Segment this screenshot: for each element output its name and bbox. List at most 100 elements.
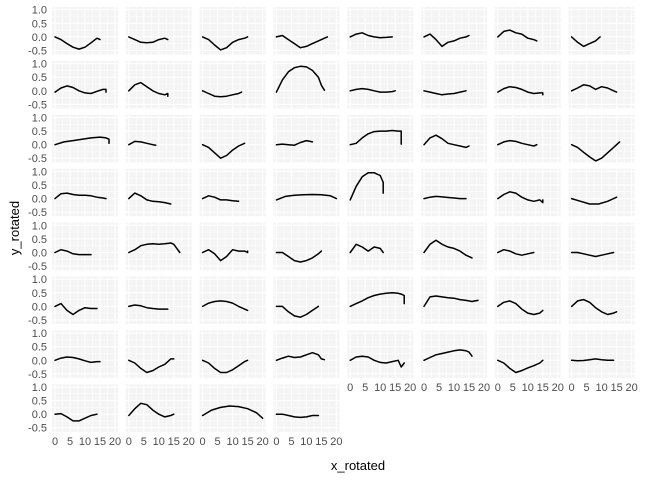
- facet-panel: [421, 276, 487, 324]
- facet-panel: [347, 168, 414, 217]
- facet-panel: [568, 222, 635, 271]
- facet-panel: [199, 60, 266, 109]
- facet-panel: [421, 222, 487, 271]
- y-tick-label: 1.0: [32, 5, 47, 17]
- x-tick-label: 5: [288, 436, 294, 448]
- y-tick-label: 0.5: [32, 180, 47, 192]
- series-line: [275, 34, 329, 49]
- x-tick-label: 10: [522, 382, 534, 394]
- series-line: [570, 84, 618, 93]
- facet-panel: [347, 222, 414, 271]
- x-tick-label: 20: [552, 382, 564, 394]
- facet-panel: [273, 7, 340, 55]
- x-tick-label: 5: [67, 436, 73, 448]
- x-tick-label: 5: [362, 382, 368, 394]
- x-tick-label: 10: [448, 382, 460, 394]
- series-line: [275, 351, 326, 362]
- y-tick-label: 0.5: [32, 396, 47, 408]
- series-line: [570, 36, 601, 48]
- facet-panel: [494, 222, 561, 271]
- facet-panel: [273, 276, 340, 324]
- facet-panel: [273, 222, 340, 271]
- x-tick-label: 15: [315, 436, 327, 448]
- series-line: [423, 33, 470, 48]
- series-line: [201, 142, 246, 159]
- x-tick-label: 15: [463, 382, 475, 394]
- facet-panel: [494, 276, 561, 324]
- facet-panel: [199, 276, 266, 324]
- series-line: [275, 305, 320, 318]
- y-tick-label: 0.0: [32, 409, 47, 421]
- series-line: [349, 129, 402, 146]
- facet-panel: [347, 330, 414, 378]
- series-line: [349, 355, 405, 368]
- x-tick-label: 15: [610, 382, 622, 394]
- facet-panel: [199, 222, 266, 271]
- series-line: [349, 172, 384, 201]
- facet-panel: [273, 384, 340, 432]
- facet-panel: [347, 114, 414, 163]
- x-tick-label: 0: [273, 436, 279, 448]
- x-tick-label: 10: [79, 436, 91, 448]
- y-tick-label: 0.0: [32, 301, 47, 313]
- series-line: [128, 358, 175, 374]
- y-tick-label: 0.0: [32, 194, 47, 206]
- series-line: [128, 304, 169, 310]
- series-line: [497, 359, 544, 374]
- series-line: [423, 295, 479, 308]
- series-line: [128, 242, 181, 254]
- x-tick-label: 5: [584, 382, 590, 394]
- x-tick-label: 15: [94, 436, 106, 448]
- y-tick-label: 0.0: [32, 86, 47, 98]
- y-tick-label: 1.0: [32, 166, 47, 178]
- x-tick-label: 10: [226, 436, 238, 448]
- x-tick-label: 20: [330, 436, 342, 448]
- y-tick-label: 1.0: [32, 220, 47, 232]
- x-tick-label: 20: [625, 382, 637, 394]
- y-tick-label: -0.5: [28, 369, 47, 381]
- x-tick-label: 10: [153, 436, 165, 448]
- series-line: [54, 302, 98, 316]
- series-line: [128, 402, 175, 418]
- x-tick-label: 15: [537, 382, 549, 394]
- series-line: [275, 65, 326, 93]
- y-tick-label: 0.5: [32, 288, 47, 300]
- facet-panel: [125, 114, 192, 163]
- facet-panel: [52, 384, 118, 432]
- x-tick-label: 5: [510, 382, 516, 394]
- series-line: [201, 195, 240, 203]
- series-line: [497, 191, 544, 204]
- x-tick-label: 20: [183, 436, 195, 448]
- facet-panel: [421, 60, 487, 109]
- facet-panel: [494, 60, 561, 109]
- series-line: [275, 413, 320, 419]
- x-tick-label: 0: [126, 436, 132, 448]
- y-tick-label: 0.0: [32, 32, 47, 44]
- facet-panel: [273, 168, 340, 217]
- x-tick-label: 10: [300, 436, 312, 448]
- series-line: [570, 141, 621, 162]
- y-tick-labels: -0.50.00.51.0-0.50.00.51.0-0.50.00.51.0-…: [28, 5, 47, 435]
- x-tick-label: 15: [241, 436, 253, 448]
- x-tick-label: 0: [200, 436, 206, 448]
- facet-panel: [494, 114, 561, 163]
- y-tick-label: 0.0: [32, 140, 47, 152]
- facet-panels: [52, 7, 635, 432]
- y-tick-label: 0.5: [32, 342, 47, 354]
- series-line: [54, 85, 107, 95]
- y-axis-title: y_rotated: [7, 201, 22, 255]
- series-line: [570, 196, 618, 205]
- facet-panel: [52, 114, 118, 163]
- facet-panel: [421, 330, 487, 378]
- facet-panel: [273, 60, 340, 109]
- facet-panel: [421, 168, 487, 217]
- series-line: [201, 36, 249, 51]
- facet-panel: [568, 114, 635, 163]
- facet-panel: [494, 330, 561, 378]
- y-tick-label: 0.0: [32, 355, 47, 367]
- y-tick-label: 0.5: [32, 18, 47, 30]
- series-line: [570, 251, 615, 258]
- x-tick-label: 5: [141, 436, 147, 448]
- series-line: [275, 139, 314, 146]
